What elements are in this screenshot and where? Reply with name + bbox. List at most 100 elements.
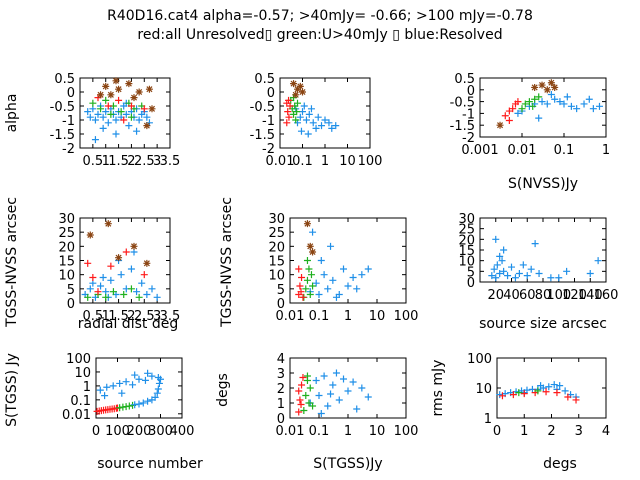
x-tick-label: 0 — [92, 424, 100, 439]
data-point-blue — [555, 274, 563, 282]
data-point-blue — [332, 293, 340, 301]
data-point-blue — [580, 100, 588, 108]
data-point-blue — [131, 401, 139, 409]
data-point-blue — [99, 113, 107, 121]
data-point-brown — [102, 82, 110, 90]
y-tick-label: 0 — [277, 412, 285, 427]
x-tick-label: 3 — [575, 424, 583, 439]
data-point-red — [295, 265, 303, 273]
data-point-blue — [353, 405, 361, 413]
y-tick-label: 25 — [458, 223, 475, 238]
x-tick-label: 400 — [170, 424, 195, 439]
data-point-blue — [155, 379, 163, 387]
data-point-blue — [498, 257, 506, 265]
data-point-blue — [117, 271, 125, 279]
y-tick-label: 0.1 — [70, 394, 91, 409]
panel-alpha_vs_tgss_flux: 0.010.1 1 10 100 0.50-0.5-1-1.5-2 — [250, 72, 383, 169]
data-point-red — [285, 96, 293, 104]
x-tick-label: 120 — [562, 288, 587, 303]
data-point-blue — [353, 285, 361, 293]
y-tick-label: -1.5 — [450, 119, 475, 134]
y-tick-label: 1 — [277, 397, 285, 412]
data-point-blue — [116, 379, 124, 387]
data-point-blue — [585, 95, 593, 103]
data-point-brown — [148, 105, 156, 113]
data-point-blue — [492, 235, 500, 243]
y-tick-label: 15 — [268, 255, 285, 270]
y-tick-label: 15 — [458, 244, 475, 259]
data-point-blue — [143, 113, 151, 121]
x-tick-label: 1 — [102, 154, 110, 169]
x-tick-label: 0.01 — [276, 424, 305, 439]
data-point-red — [505, 116, 513, 124]
x-tick-label: 0 — [493, 424, 501, 439]
data-point-green — [125, 402, 133, 410]
data-point-blue — [102, 108, 110, 116]
y-tick-label: 0.5 — [254, 72, 275, 87]
data-point-green — [135, 293, 143, 301]
y-tick-label: -1.5 — [250, 128, 275, 143]
data-point-blue — [488, 272, 496, 280]
data-point-green — [127, 285, 135, 293]
data-point-blue — [329, 381, 337, 389]
data-point-blue — [300, 102, 308, 110]
data-point-blue — [358, 384, 366, 392]
y-tick-label: 20 — [458, 233, 475, 248]
y-tick-label: 0 — [67, 86, 75, 101]
data-point-green — [309, 402, 317, 410]
data-point-blue — [595, 102, 603, 110]
data-point-red — [298, 274, 306, 281]
data-point-blue — [320, 372, 328, 380]
data-point-blue — [324, 402, 332, 410]
data-point-brown — [145, 85, 153, 93]
y-tick-label: 3 — [277, 367, 285, 382]
data-point-red — [94, 288, 102, 296]
data-point-red — [285, 113, 293, 121]
data-point-red — [572, 396, 580, 404]
x-tick-label: 100 — [546, 288, 571, 303]
data-point-red — [104, 102, 112, 110]
data-point-brown — [543, 86, 551, 94]
data-point-red — [120, 116, 128, 124]
data-point-green — [127, 113, 135, 121]
x-tick-label: 20 — [487, 288, 504, 303]
data-point-blue — [144, 397, 152, 405]
data-point-brown — [125, 80, 133, 88]
data-point-blue — [107, 276, 115, 284]
data-point-brown — [130, 242, 138, 250]
y-tick-label: -0.5 — [450, 96, 475, 111]
x-tick-label: 1.5 — [108, 154, 129, 169]
data-point-green — [309, 282, 317, 290]
data-point-blue — [318, 122, 326, 130]
data-point-blue — [349, 378, 357, 386]
x-tick-label: 100 — [394, 424, 419, 439]
data-point-blue — [133, 288, 141, 296]
data-point-green — [303, 257, 311, 264]
plot-frame — [496, 357, 607, 419]
data-point-red — [509, 105, 517, 113]
data-point-brown — [104, 220, 112, 228]
data-point-red — [84, 259, 92, 267]
x-tick-label: 3.5 — [160, 154, 181, 169]
data-point-blue — [492, 274, 500, 282]
data-point-blue — [332, 369, 340, 377]
data-point-blue — [103, 383, 111, 391]
data-point-blue — [320, 271, 328, 279]
x-tick-label: 1 — [102, 309, 110, 324]
x-tick-label: 0.001 — [461, 143, 498, 158]
data-point-blue — [556, 98, 564, 106]
data-point-blue — [537, 382, 545, 390]
data-point-brown — [143, 259, 151, 267]
data-point-brown — [496, 121, 504, 129]
x-tick-label: 1 — [321, 154, 329, 169]
data-point-brown — [86, 231, 94, 239]
data-point-blue — [104, 119, 112, 127]
data-point-blue — [496, 252, 504, 260]
data-point-blue — [127, 265, 135, 273]
y-tick-label: 0.01 — [62, 408, 91, 423]
plot-frame — [479, 217, 607, 283]
data-point-red — [297, 288, 305, 296]
